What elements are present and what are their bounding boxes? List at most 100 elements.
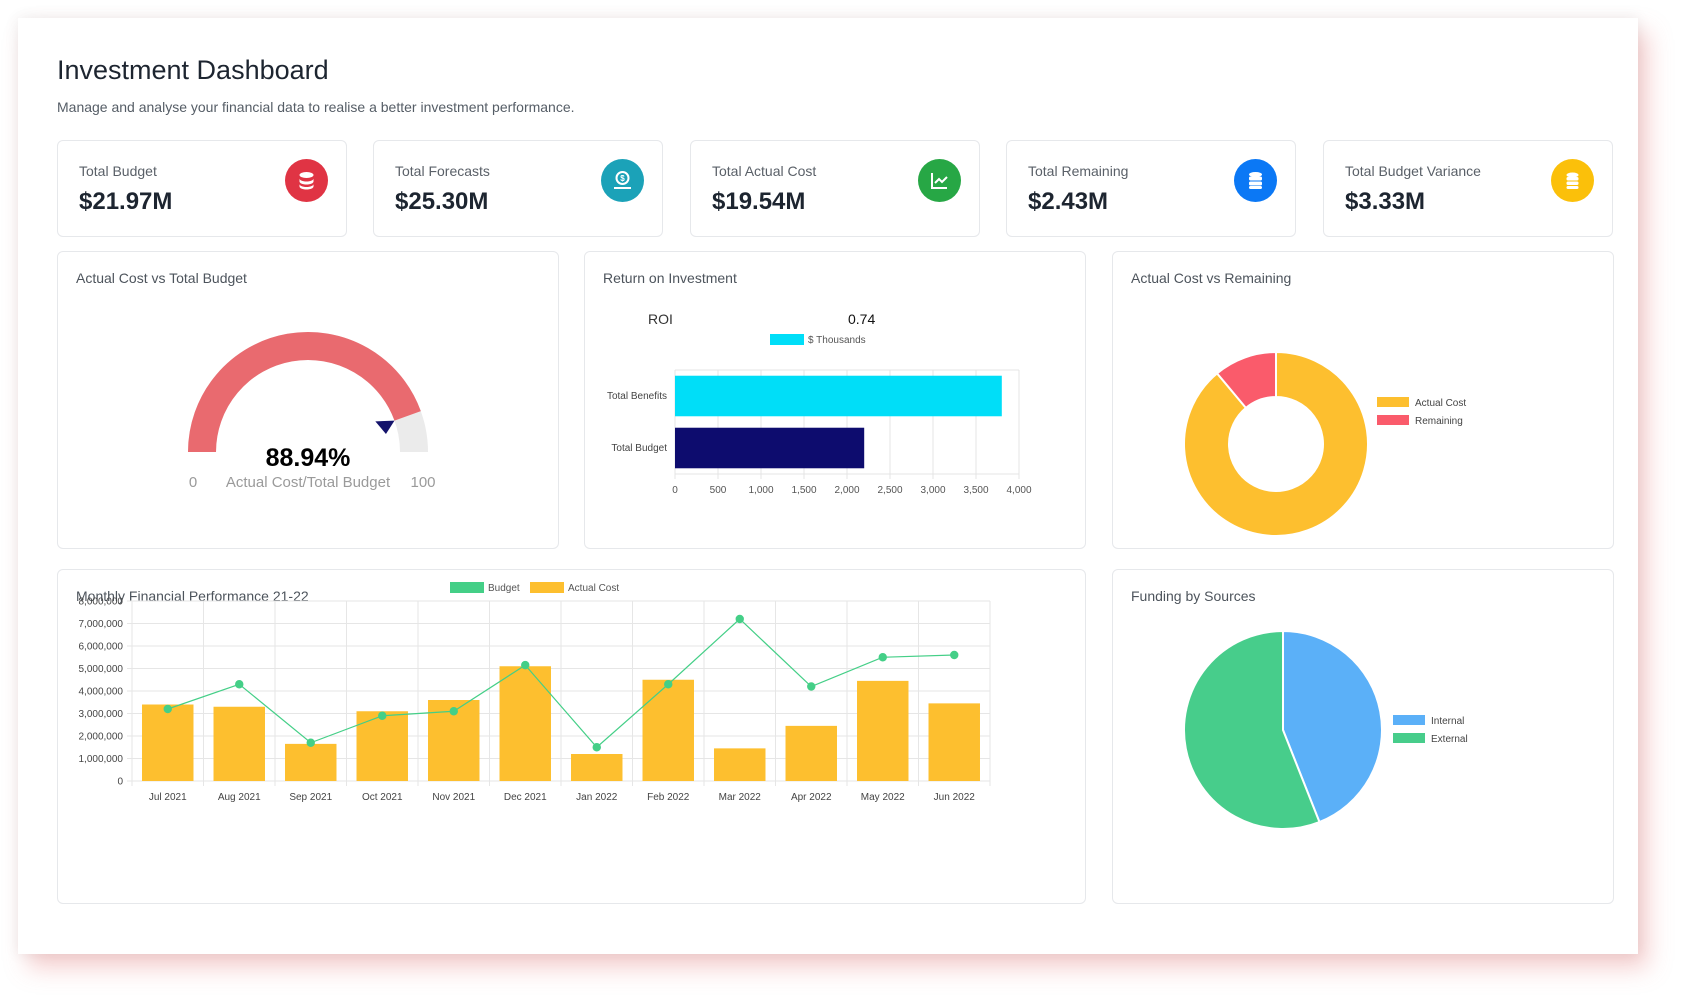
donut-slice [1183,350,1369,537]
monthly-bar [642,679,694,781]
monthly-budget-point [521,660,530,670]
monthly-x-tick: Jun 2022 [934,792,976,803]
monthly-budget-point [878,653,887,662]
stat-card-total-budget: Total Budget $21.97M [57,140,347,237]
gauge-fill [188,332,421,453]
roi-bar [675,427,865,469]
monthly-x-tick: Jul 2021 [149,792,187,803]
monthly-x-tick: Aug 2021 [218,792,261,803]
funding-slice [1183,629,1321,830]
stat-value: $2.43M [1028,188,1109,215]
monthly-bar [213,706,265,781]
stat-value: $21.97M [79,188,173,215]
monthly-legend-label: Actual Cost [568,583,619,594]
roi-legend-label: $ Thousands [808,335,866,346]
stat-label: Total Remaining [1028,163,1129,179]
monthly-y-tick: 8,000,000 [79,597,124,608]
coin-stack-icon [1551,159,1594,202]
funding-pie-chart: Internal External [1183,629,1468,830]
monthly-x-tick: Apr 2022 [791,792,832,803]
roi-x-tick: 4,000 [1006,485,1031,496]
roi-y-tick: Total Budget [611,443,667,454]
monthly-y-tick: 7,000,000 [79,619,124,630]
gauge-caption: Actual Cost/Total Budget [226,474,391,491]
roi-x-tick: 1,000 [748,485,773,496]
coins-icon [285,159,328,202]
stat-value: $25.30M [395,188,489,215]
monthly-combo-chart: Budget Actual Cost 0 1,000,000 2,000,000 3,00… [79,582,991,803]
page-subtitle: Manage and analyse your financial data t… [57,99,575,115]
cost-vs-remaining-panel: Actual Cost vs Remaining Actual Cost Rema… [1112,251,1614,549]
monthly-bar [857,680,909,781]
gauge-chart: 88.94% Actual Cost/Total Budget 0 100 [188,332,436,491]
roi-x-tick: 3,000 [920,485,945,496]
roi-legend-swatch [770,334,804,345]
monthly-x-tick: Jan 2022 [576,792,618,803]
monthly-budget-point [950,650,959,660]
roi-value: 0.74 [848,311,876,327]
monthly-y-tick: 4,000,000 [79,687,124,698]
roi-x-tick: 2,500 [877,485,902,496]
monthly-budget-point [306,738,315,747]
funding-sources-panel: Funding by Sources Internal External [1112,569,1614,904]
monthly-bar [499,666,551,781]
trend-up-icon [918,159,961,202]
funding-legend-swatch [1393,733,1425,743]
monthly-bar [571,754,623,781]
donut-chart: Actual Cost Remaining [1183,350,1466,537]
roi-panel: Return on Investment ROI 0.74 $ Thousand… [584,251,1086,549]
funding-legend-label: Internal [1431,716,1464,727]
stat-label: Total Forecasts [395,163,490,179]
roi-x-tick: 1,500 [791,485,816,496]
monthly-budget-point [449,707,458,716]
roi-x-tick: 500 [710,485,727,496]
money-hand-icon: $ [601,159,644,202]
stat-value: $19.54M [712,188,806,215]
monthly-budget-point [592,743,601,752]
stat-label: Total Actual Cost [712,163,817,179]
gauge-min-label: 0 [189,474,197,491]
funding-legend-swatch [1393,715,1425,725]
donut-legend-label: Remaining [1415,416,1463,427]
monthly-legend-swatch [450,582,484,593]
gauge-panel: Actual Cost vs Total Budget 88.94% Actua… [57,251,559,549]
monthly-bar [285,743,337,781]
donut-slice [1215,350,1277,410]
donut-legend-swatch [1377,397,1409,407]
roi-x-tick: 0 [672,485,678,496]
monthly-budget-point [235,680,244,689]
monthly-x-tick: Oct 2021 [362,792,403,803]
monthly-y-tick: 2,000,000 [79,732,124,743]
roi-label: ROI [648,311,673,327]
stat-card-total-budget-variance: Total Budget Variance $3.33M [1323,140,1613,237]
monthly-budget-point [664,680,673,689]
monthly-budget-point [378,711,387,720]
svg-text:$: $ [620,174,625,183]
monthly-x-tick: Feb 2022 [647,792,690,803]
stat-value: $3.33M [1345,188,1426,215]
monthly-x-tick: May 2022 [861,792,905,803]
monthly-x-tick: Sep 2021 [289,792,332,803]
panel-title: Monthly Financial Performance 21-22 [76,588,309,604]
gauge-value: 88.94% [266,444,351,472]
monthly-budget-point [735,614,744,624]
monthly-bar [356,711,408,781]
stat-card-total-actual-cost: Total Actual Cost $19.54M [690,140,980,237]
roi-x-tick: 2,000 [834,485,859,496]
stat-card-total-remaining: Total Remaining $2.43M [1006,140,1296,237]
funding-slice [1282,629,1383,824]
monthly-x-tick: Mar 2022 [719,792,762,803]
monthly-performance-panel: Monthly Financial Performance 21-22 Budg… [57,569,1086,904]
donut-legend-label: Actual Cost [1415,398,1466,409]
stat-label: Total Budget [79,163,157,179]
roi-x-tick: 3,500 [963,485,988,496]
monthly-bar [714,748,766,781]
panel-title: Actual Cost vs Total Budget [76,270,247,286]
stat-card-total-forecasts: Total Forecasts $25.30M $ [373,140,663,237]
monthly-y-tick: 3,000,000 [79,709,124,720]
monthly-x-tick: Dec 2021 [504,792,547,803]
panel-title: Funding by Sources [1131,588,1256,604]
panel-title: Actual Cost vs Remaining [1131,270,1292,286]
stat-label: Total Budget Variance [1345,163,1481,179]
page-title: Investment Dashboard [57,55,329,85]
